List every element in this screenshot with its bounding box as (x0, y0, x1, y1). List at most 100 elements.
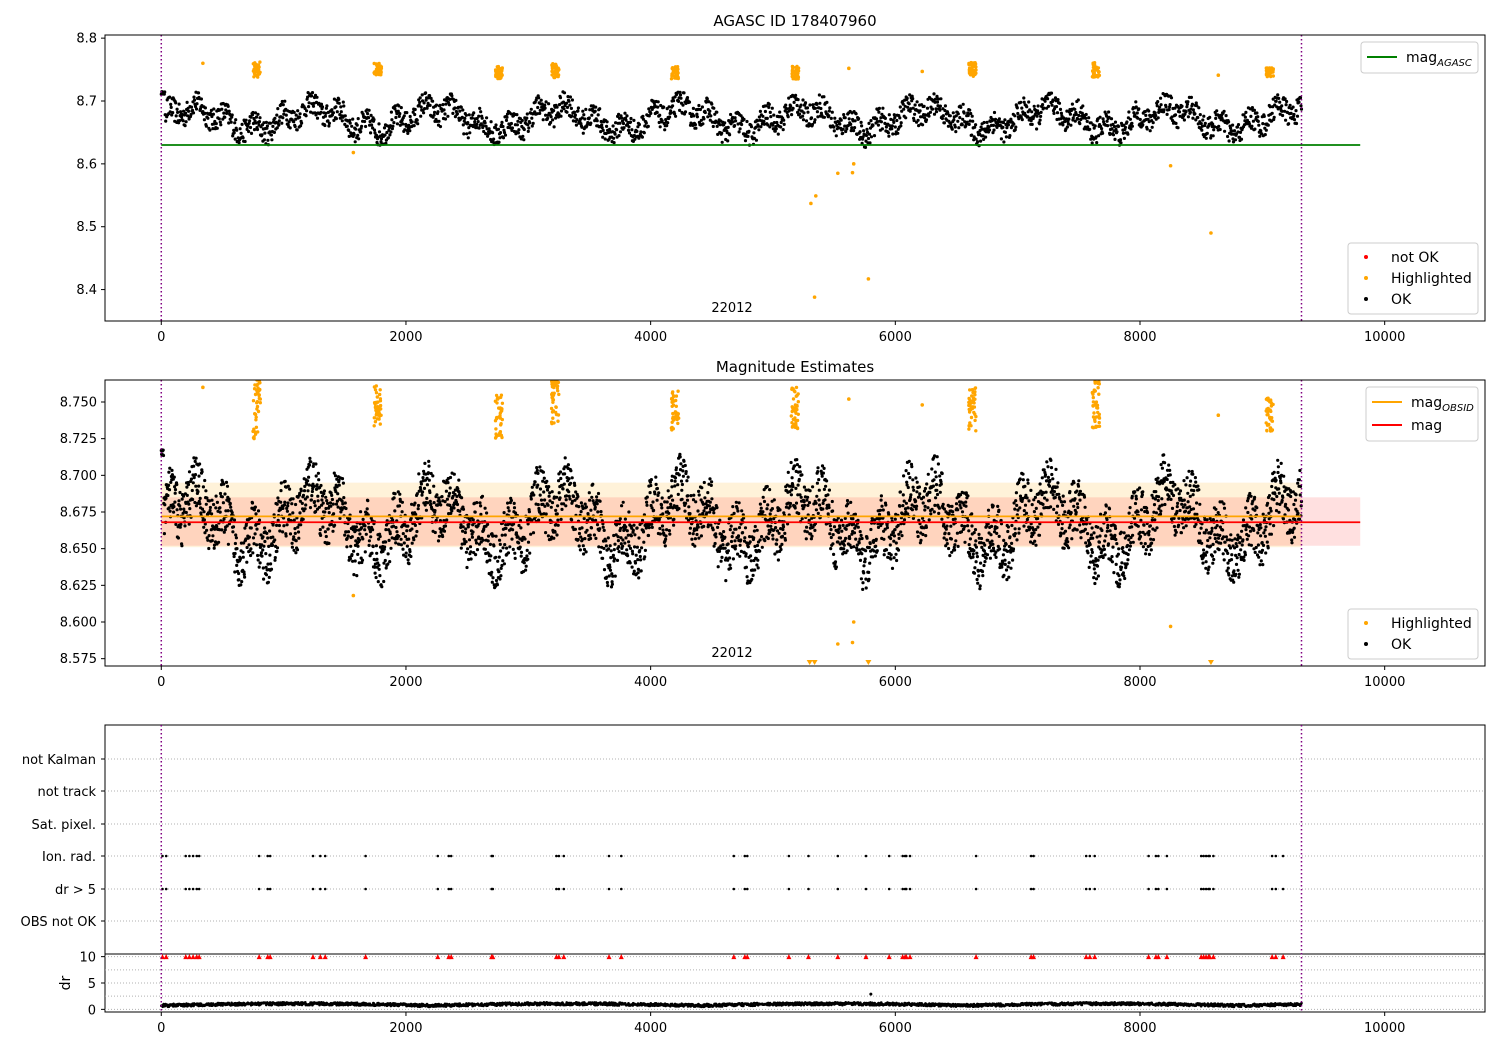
panel1-highlighted-cluster-2 (493, 64, 504, 81)
panel2-legend-line-label-1: mag (1411, 418, 1442, 434)
dr-clipped-marker-13 (363, 954, 369, 960)
panel1-highlighted-cluster-1 (372, 61, 384, 77)
panel1-frame (104, 34, 1486, 322)
panel1-highlighted-point-5 (836, 171, 840, 176)
panel2-highlighted-cluster-1 (372, 384, 383, 428)
flag-label-4: dr > 5 (55, 883, 96, 898)
panel1-xtick-label-3: 6000 (879, 330, 912, 345)
panel1-highlighted-cluster-8 (1264, 66, 1275, 79)
panel1-highlighted-point-7 (851, 162, 856, 166)
dr-clipped-marker-27 (786, 954, 792, 960)
panel2-highlighted-cluster-2 (493, 393, 505, 440)
panel1-highlighted-cluster-5 (790, 64, 801, 81)
panel2-highlighted-point-3 (850, 640, 855, 645)
panel2-highlighted-point-4 (851, 620, 856, 624)
dr-axis-label: dr (58, 975, 74, 990)
panel3-frame (104, 724, 1486, 1013)
panel2-clipped-marker-1 (811, 660, 818, 665)
panel2-annotation: 22012 (711, 646, 752, 661)
panel1-ok-points (159, 90, 1304, 149)
panel1-highlighted-point-4 (812, 295, 817, 299)
panel2-clipped-marker-0 (806, 660, 813, 665)
panel1-xtick-label-5: 10000 (1364, 330, 1405, 345)
dr-clipped-marker-53 (1273, 954, 1279, 960)
dr-clipped-marker-29 (835, 954, 841, 960)
dr-clipped-marker-20 (556, 954, 562, 960)
panel1-xtick-label-0: 0 (157, 330, 165, 345)
panel2-highlighted-point-6 (920, 403, 925, 407)
panel1-legend-lines-box (1360, 41, 1479, 74)
dr-clipped-marker-26 (744, 954, 750, 960)
panel2-clipped-marker-2 (865, 660, 872, 665)
dr-clipped-marker-38 (1031, 954, 1037, 960)
panel2-ytick-label-4: 8.675 (60, 506, 97, 521)
panel1-highlighted-point-0 (201, 61, 205, 66)
panel2-legend-points-box (1347, 608, 1479, 660)
dr-clipped-marker-6 (196, 954, 202, 960)
panel1-highlighted-point-1 (351, 150, 356, 155)
dr-clipped-marker-11 (317, 954, 323, 960)
panel2-highlighted-cluster-3 (549, 380, 561, 426)
panel2-xtick-label-0: 0 (157, 675, 165, 690)
dr-clipped-marker-4 (190, 954, 196, 960)
dr-clipped-marker-39 (1083, 954, 1089, 960)
panel2-highlighted-cluster-5 (789, 385, 800, 431)
dr-clipped-marker-18 (490, 954, 496, 960)
panel1-highlighted-point-2 (809, 201, 813, 206)
dr-ytick-label-2: 10 (79, 951, 96, 966)
dr-clipped-marker-41 (1092, 954, 1098, 960)
dr-outlier-point (869, 992, 873, 996)
panel2-xtick-label-5: 10000 (1364, 675, 1405, 690)
panel1-highlighted-cluster-6 (967, 60, 978, 78)
panel1-ytick-label-4: 8.8 (76, 32, 97, 47)
panel1-highlighted-point-12 (1209, 231, 1213, 235)
panel1-legend-point-swatch-2 (1364, 297, 1368, 301)
panel2-legend-point-label-0: Highlighted (1391, 616, 1472, 632)
panel2-xtick-label-4: 8000 (1123, 675, 1156, 690)
dr-clipped-marker-9 (267, 954, 273, 960)
panel2-legend-point-swatch-0 (1364, 621, 1368, 625)
panel1-highlighted-point-3 (813, 194, 818, 198)
flag-label-2: Sat. pixel. (32, 818, 96, 833)
panel2-ytick-label-1: 8.600 (60, 616, 97, 631)
panel2-clipped-marker-3 (1207, 660, 1214, 665)
panel2-xtick-label-2: 4000 (634, 675, 667, 690)
panel2-highlighted-cluster-7 (1090, 380, 1102, 430)
panel1-highlighted-cluster-7 (1090, 61, 1102, 79)
panel1-legend-point-swatch-1 (1364, 276, 1368, 280)
dr-clipped-marker-50 (1207, 954, 1213, 960)
dr-clipped-marker-22 (606, 954, 612, 960)
panel2-xtick-label-1: 2000 (389, 675, 422, 690)
panel2-highlighted-point-2 (836, 642, 840, 646)
dr-ytick-label-0: 0 (88, 1003, 96, 1018)
panel1-highlighted-point-6 (850, 170, 855, 175)
panel3-xtick-label-2: 4000 (634, 1021, 667, 1036)
panel1-legend-points-box (1347, 242, 1479, 315)
panel3-xtick-label-4: 8000 (1123, 1021, 1156, 1036)
panel2-highlighted-point-8 (1216, 413, 1221, 418)
flag-label-3: Ion. rad. (42, 850, 96, 865)
dr-clipped-marker-1 (163, 954, 169, 960)
panel2-ytick-label-7: 8.750 (60, 396, 97, 411)
panel1-highlighted-point-11 (1168, 163, 1173, 168)
panel-agasc-magnitude: AGASC ID 178407960 0 2000 4000 6000 8000 1000… (76, 12, 1486, 345)
panel1-highlighted-point-10 (920, 69, 925, 74)
flag-label-0: not Kalman (22, 753, 96, 768)
dr-clipped-marker-45 (1164, 954, 1170, 960)
dr-clipped-marker-30 (863, 954, 869, 960)
dr-clipped-marker-52 (1269, 954, 1275, 960)
dr-clipped-marker-24 (731, 954, 737, 960)
panel2-highlighted-cluster-8 (1264, 396, 1275, 433)
panel1-highlighted-point-9 (847, 66, 851, 71)
flag-label-5: OBS not OK (21, 915, 97, 930)
dr-clipped-marker-35 (907, 954, 913, 960)
panel1-legend-point-label-0: not OK (1391, 250, 1439, 266)
panel3-xtick-label-5: 10000 (1364, 1021, 1405, 1036)
panel1-ytick-label-0: 8.4 (76, 283, 97, 298)
panel2-highlighted-cluster-0 (251, 380, 262, 441)
panel1-xtick-label-2: 4000 (634, 330, 667, 345)
flag-label-1: not track (37, 785, 96, 800)
dr-clipped-marker-42 (1146, 954, 1152, 960)
panel1-ytick-label-3: 8.7 (76, 95, 97, 110)
